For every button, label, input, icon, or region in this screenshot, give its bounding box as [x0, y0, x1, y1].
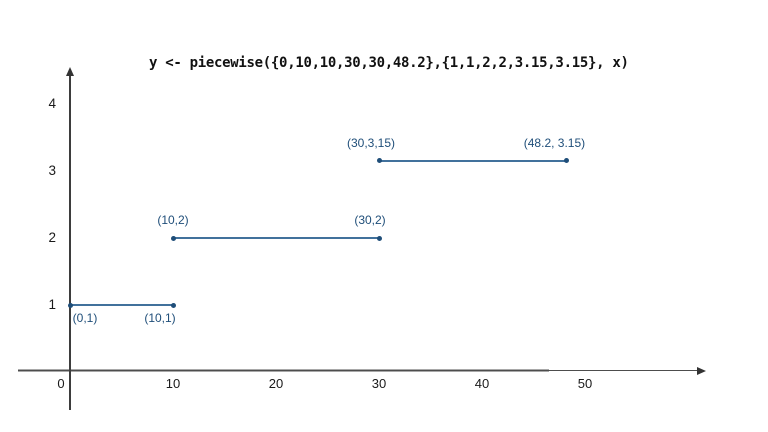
- point-label: (10,1): [144, 311, 176, 325]
- segment-line: [70, 304, 173, 306]
- data-point: [67, 302, 73, 308]
- x-tick-label: 30: [371, 376, 387, 391]
- point-label: (30,3,15): [346, 135, 396, 150]
- point-label: (48.2, 3.15): [523, 135, 586, 150]
- data-point: [563, 158, 569, 164]
- data-point: [170, 302, 176, 308]
- y-tick-label: 1: [48, 297, 56, 312]
- x-axis-line: [18, 370, 699, 372]
- y-axis-line: [69, 74, 71, 410]
- point-label: (30,2): [354, 213, 386, 227]
- point-label: (10,2): [157, 213, 189, 227]
- x-tick-label: 50: [577, 376, 593, 391]
- x-tick-label: 10: [165, 376, 181, 391]
- data-point: [376, 158, 382, 164]
- data-point: [376, 235, 382, 241]
- segment-line: [379, 160, 567, 162]
- y-tick-label: 3: [48, 163, 56, 178]
- y-tick-label: 4: [48, 96, 56, 111]
- x-tick-label: 0: [57, 376, 65, 391]
- x-tick-label: 20: [268, 376, 284, 391]
- chart-title: y <- piecewise({0,10,10,30,30,48.2},{1,1…: [149, 55, 629, 71]
- y-tick-label: 2: [48, 230, 56, 245]
- segment-line: [173, 237, 379, 239]
- x-tick-label: 40: [474, 376, 490, 391]
- y-axis-arrow-icon: [66, 67, 74, 76]
- x-axis-arrow-icon: [697, 366, 706, 375]
- data-point: [170, 235, 176, 241]
- point-label: (0,1): [72, 311, 98, 325]
